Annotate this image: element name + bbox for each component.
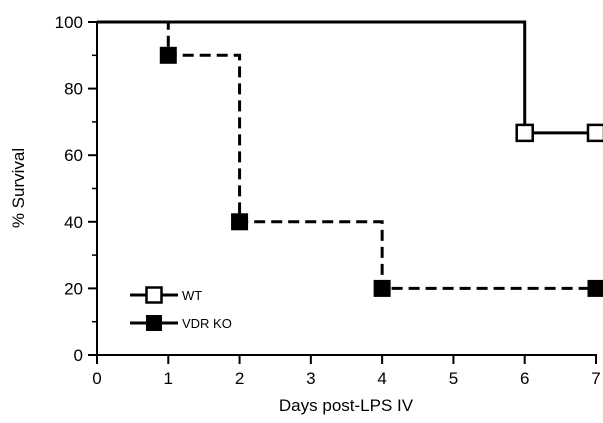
- x-tick-label: 1: [164, 369, 173, 388]
- x-tick-label: 7: [591, 369, 600, 388]
- y-tick-label: 80: [64, 80, 83, 99]
- series-wt: [97, 20, 603, 143]
- series-line-wt: [97, 20, 596, 135]
- data-point-vdr-ko: [159, 46, 177, 64]
- y-axis-title: % Survival: [9, 148, 28, 228]
- y-tick-label: 0: [74, 346, 83, 365]
- data-point-vdr-ko: [587, 279, 603, 297]
- data-point-vdr-ko: [373, 279, 391, 297]
- series-line-vdr-ko: [97, 20, 596, 290]
- series-layer: [97, 20, 603, 297]
- x-tick-label: 6: [520, 369, 529, 388]
- x-tick-label: 3: [306, 369, 315, 388]
- legend-item-vdr-ko: VDR KO: [130, 315, 232, 331]
- data-point-wt: [515, 123, 534, 143]
- legend-label: VDR KO: [182, 316, 232, 331]
- data-point-wt: [586, 123, 603, 143]
- legend-marker-wt: [145, 286, 163, 304]
- data-point-vdr-ko: [231, 213, 249, 231]
- x-tick-label: 5: [449, 369, 458, 388]
- x-tick-label: 2: [235, 369, 244, 388]
- y-tick-label: 20: [64, 279, 83, 298]
- x-axis-title: Days post-LPS IV: [279, 396, 414, 415]
- y-tick-label: 100: [55, 13, 83, 32]
- x-tick-label: 0: [92, 369, 101, 388]
- y-tick-label: 60: [64, 146, 83, 165]
- series-vdr-ko: [97, 20, 603, 297]
- axes: 0 20 40 60 80 100 0 1 2 3 4 5 6 7: [55, 13, 601, 388]
- legend: WT VDR KO: [130, 286, 232, 331]
- y-tick-label: 40: [64, 213, 83, 232]
- legend-marker-vdr-ko: [146, 315, 162, 331]
- legend-label: WT: [182, 288, 202, 303]
- legend-item-wt: WT: [130, 286, 202, 304]
- x-tick-label: 4: [377, 369, 386, 388]
